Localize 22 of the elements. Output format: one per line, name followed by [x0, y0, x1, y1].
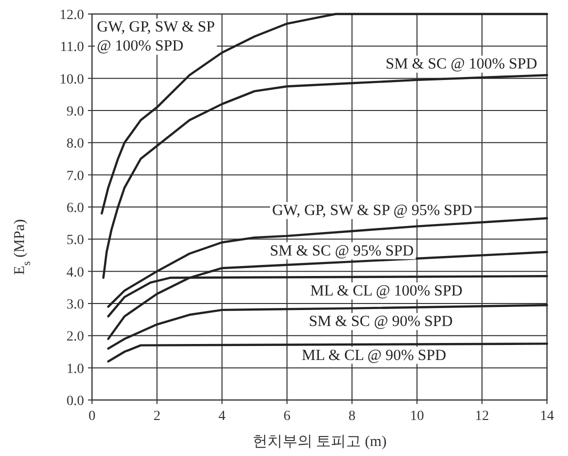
y-tick: 4.0 [66, 265, 84, 280]
y-tick: 0.0 [66, 394, 84, 409]
x-tick: 2 [154, 409, 160, 424]
xlabel: 헌치부의 토피고 (m) [252, 434, 387, 450]
x-tick: 4 [218, 409, 226, 424]
y-tick: 1.0 [66, 362, 84, 377]
y-tick: 3.0 [66, 298, 84, 312]
y-tick: 12.0 [60, 8, 84, 23]
x-tick: 8 [348, 409, 356, 424]
x-tick: 10 [410, 409, 424, 424]
y-tick: 11.0 [60, 40, 84, 56]
y-tick: 2.0 [66, 330, 84, 345]
y-tick: 9.0 [66, 104, 84, 120]
x-tick: 6 [284, 409, 290, 424]
y-tick: 5.0 [66, 233, 84, 248]
y-tick: 6.0 [66, 201, 84, 216]
x-tick: 12 [475, 409, 489, 424]
x-tick: 14 [540, 409, 554, 424]
x-tick: 0 [88, 409, 96, 424]
y-tick: 10.0 [60, 72, 84, 88]
y-tick: 7.0 [66, 168, 84, 184]
y-tick: 8.0 [66, 136, 84, 152]
